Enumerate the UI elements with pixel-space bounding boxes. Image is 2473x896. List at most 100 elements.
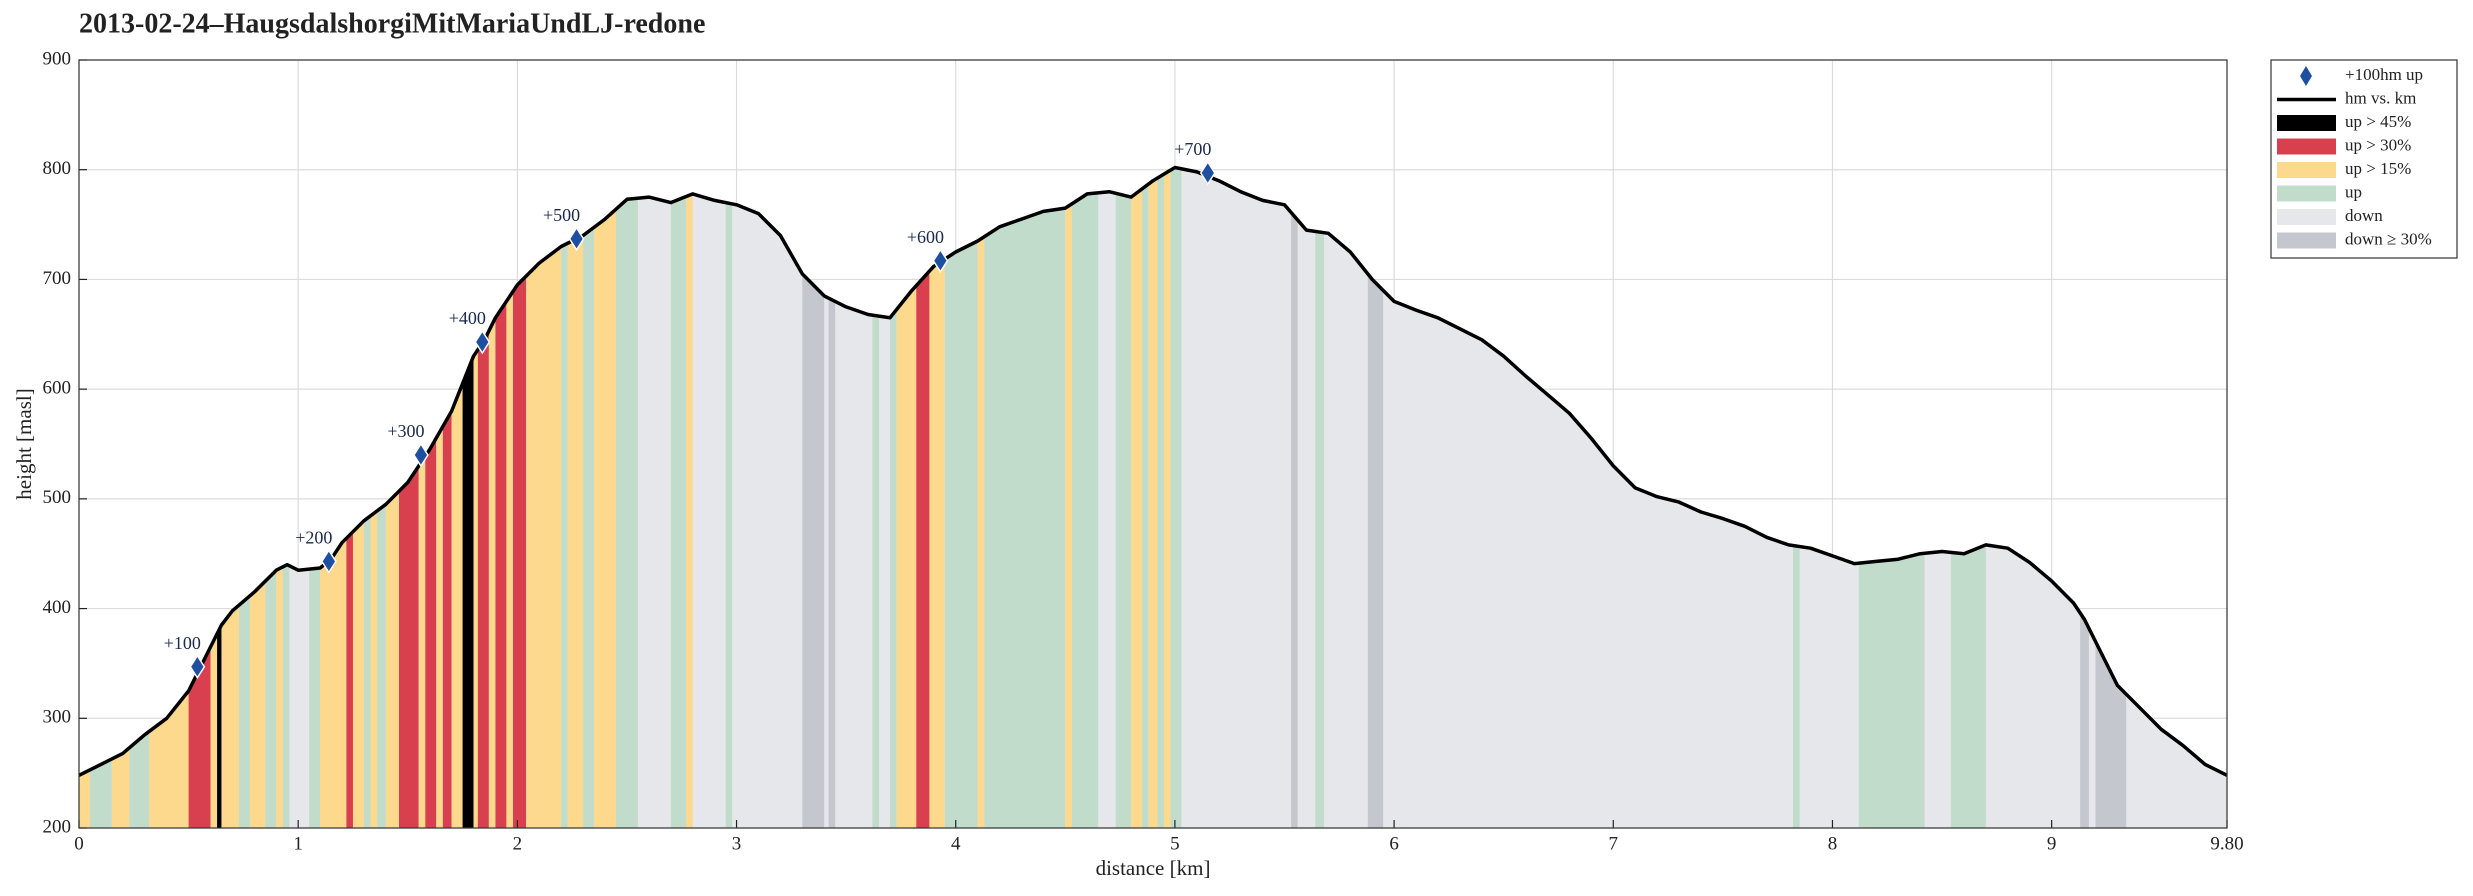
axes-frame <box>78 59 2228 829</box>
legend-patch <box>2277 138 2336 155</box>
legend-label: up > 15% <box>2345 159 2411 178</box>
legend-patch <box>2277 232 2336 249</box>
y-tick-label: 200 <box>43 816 72 837</box>
band <box>377 167 386 828</box>
band <box>1131 167 1143 828</box>
band <box>1950 167 1986 828</box>
legend-label: +100hm up <box>2345 65 2423 84</box>
legend-patch <box>2277 162 2336 178</box>
band <box>2080 167 2089 828</box>
band <box>442 167 452 828</box>
marker-label: +500 <box>543 205 580 225</box>
band <box>506 167 513 828</box>
legend-patch <box>2277 209 2336 225</box>
marker <box>568 226 585 252</box>
band <box>1793 167 1800 828</box>
band <box>129 167 150 828</box>
legend-label: up > 45% <box>2345 112 2411 131</box>
marker <box>189 654 206 680</box>
y-tick-label: 900 <box>43 48 72 69</box>
band <box>1291 167 1298 828</box>
band <box>217 167 222 828</box>
band <box>686 167 693 828</box>
band <box>583 167 595 828</box>
band <box>526 167 562 828</box>
marker <box>1199 160 1216 186</box>
legend-label: up > 30% <box>2345 135 2411 154</box>
band <box>512 167 527 828</box>
marker-label: +600 <box>907 227 944 247</box>
band <box>1115 167 1132 828</box>
marker-label: +700 <box>1174 139 1211 159</box>
band <box>872 167 880 828</box>
x-tick-label: 2 <box>513 833 523 854</box>
band <box>239 167 250 828</box>
legend-patch <box>2277 115 2336 131</box>
band <box>944 167 978 828</box>
band <box>929 167 945 828</box>
band <box>436 167 443 828</box>
band <box>889 167 897 828</box>
band <box>802 167 825 828</box>
band <box>1148 167 1158 828</box>
x-tick-label: 9 <box>2047 833 2057 854</box>
band <box>473 167 478 828</box>
profile-line <box>78 165 2228 777</box>
band <box>477 167 489 828</box>
band <box>1315 167 1324 828</box>
plot-area: +100 +200 +300 +400 +500 +600 +700 <box>78 139 2228 828</box>
band <box>282 167 290 828</box>
band <box>451 167 463 828</box>
x-tick-label: 6 <box>1389 833 1399 854</box>
marker-label: +200 <box>295 528 332 548</box>
band <box>896 167 917 828</box>
band <box>567 167 584 828</box>
band <box>89 167 112 828</box>
band <box>1367 167 1384 828</box>
band <box>320 167 347 828</box>
band <box>561 167 568 828</box>
band <box>488 167 496 828</box>
x-tick-label: 8 <box>1828 833 1838 854</box>
legend-label: up <box>2345 182 2362 201</box>
legend-patch <box>2277 185 2336 202</box>
band <box>370 167 378 828</box>
marker <box>932 248 949 274</box>
legend-label: down <box>2345 206 2383 225</box>
marker <box>413 442 429 468</box>
legend: +100hm up hm vs. km up > 45% up > 30% up > 1… <box>2270 59 2458 259</box>
x-tick-label: 9.80 <box>2210 833 2243 854</box>
y-tick-label: 600 <box>43 378 72 399</box>
band <box>418 167 426 828</box>
band <box>188 167 211 828</box>
band <box>1065 167 1072 828</box>
marker-label: +400 <box>449 308 486 328</box>
band <box>363 167 371 828</box>
band <box>1071 167 1099 828</box>
band <box>977 167 985 828</box>
band <box>916 167 930 828</box>
y-tick-label: 300 <box>43 707 72 728</box>
x-tick-label: 7 <box>1609 833 1619 854</box>
band <box>1858 167 1925 828</box>
band <box>616 167 638 828</box>
band <box>1170 167 1182 828</box>
band <box>1142 167 1149 828</box>
band <box>265 167 277 828</box>
marker-label: +300 <box>387 421 424 441</box>
band <box>2095 167 2127 828</box>
band <box>221 167 240 828</box>
band <box>249 167 266 828</box>
y-tick-label: 400 <box>43 597 72 618</box>
y-tick-label: 500 <box>43 487 72 508</box>
band <box>210 167 218 828</box>
x-tick-label: 4 <box>951 833 961 854</box>
band <box>385 167 400 828</box>
band <box>462 167 474 828</box>
marker-label: +100 <box>164 633 201 653</box>
band <box>984 167 1066 828</box>
legend-marker <box>2300 66 2312 86</box>
band <box>1157 167 1164 828</box>
